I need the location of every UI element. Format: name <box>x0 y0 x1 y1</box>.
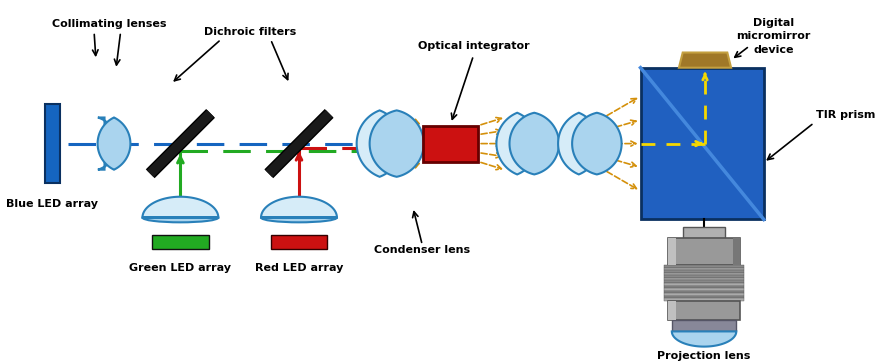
Polygon shape <box>261 197 337 218</box>
Polygon shape <box>558 113 600 174</box>
Polygon shape <box>98 118 130 170</box>
Text: Dichroic filters: Dichroic filters <box>204 27 296 37</box>
Polygon shape <box>664 288 744 291</box>
Polygon shape <box>664 291 744 293</box>
Polygon shape <box>672 332 737 347</box>
Polygon shape <box>679 52 731 68</box>
Polygon shape <box>152 235 209 249</box>
Polygon shape <box>270 235 328 249</box>
Polygon shape <box>357 110 403 177</box>
Polygon shape <box>98 118 117 170</box>
Polygon shape <box>664 265 744 268</box>
Text: Blue LED array: Blue LED array <box>6 199 99 209</box>
Ellipse shape <box>143 213 218 222</box>
Polygon shape <box>664 281 744 283</box>
Polygon shape <box>45 104 60 183</box>
Polygon shape <box>370 110 424 177</box>
Polygon shape <box>732 238 740 265</box>
Text: Digital
micromirror
device: Digital micromirror device <box>737 18 811 55</box>
Polygon shape <box>509 113 559 174</box>
Text: Red LED array: Red LED array <box>255 263 344 273</box>
Polygon shape <box>664 283 744 286</box>
Polygon shape <box>496 113 538 174</box>
Polygon shape <box>668 301 740 320</box>
Polygon shape <box>664 298 744 301</box>
Polygon shape <box>668 238 676 265</box>
Polygon shape <box>664 296 744 298</box>
Text: Projection lens: Projection lens <box>657 351 751 361</box>
Polygon shape <box>640 68 764 219</box>
Polygon shape <box>664 293 744 296</box>
Ellipse shape <box>261 213 337 222</box>
Polygon shape <box>572 113 622 174</box>
Polygon shape <box>664 268 744 270</box>
Polygon shape <box>664 286 744 288</box>
Polygon shape <box>664 278 744 281</box>
Polygon shape <box>143 197 218 218</box>
Polygon shape <box>668 238 740 265</box>
Polygon shape <box>672 320 737 332</box>
Text: Collimating lenses: Collimating lenses <box>52 19 167 29</box>
Polygon shape <box>664 273 744 275</box>
Text: Condenser lens: Condenser lens <box>374 245 470 255</box>
Text: Green LED array: Green LED array <box>130 263 232 273</box>
Text: Optical integrator: Optical integrator <box>418 41 529 51</box>
Text: TIR prism: TIR prism <box>816 110 876 120</box>
Polygon shape <box>664 275 744 278</box>
Polygon shape <box>423 126 478 162</box>
Polygon shape <box>683 227 725 238</box>
Polygon shape <box>664 270 744 273</box>
Polygon shape <box>668 301 676 320</box>
